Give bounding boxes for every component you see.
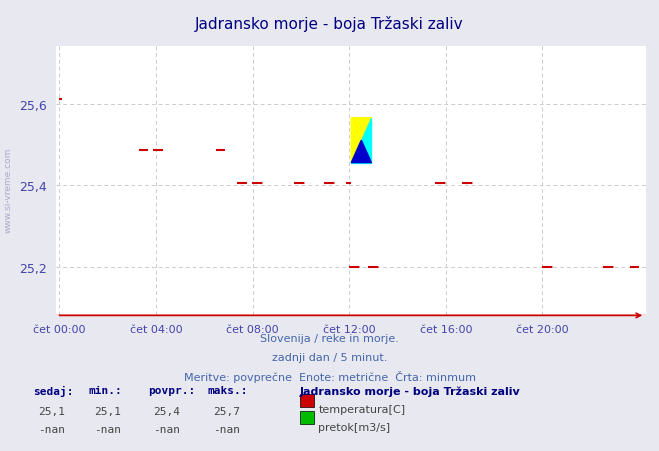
Text: 25,4: 25,4 [154,406,181,416]
Polygon shape [351,119,372,163]
Text: zadnji dan / 5 minut.: zadnji dan / 5 minut. [272,352,387,362]
Text: 25,1: 25,1 [38,406,65,416]
Polygon shape [351,141,372,163]
Text: Jadransko morje - boja Tržaski zaliv: Jadransko morje - boja Tržaski zaliv [300,386,521,396]
Text: maks.:: maks.: [208,386,248,396]
Text: pretok[m3/s]: pretok[m3/s] [318,422,390,432]
Text: -nan: -nan [154,424,181,434]
Polygon shape [351,119,372,163]
Text: 25,1: 25,1 [94,406,121,416]
Text: -nan: -nan [213,424,240,434]
Text: -nan: -nan [94,424,121,434]
Text: Jadransko morje - boja Tržaski zaliv: Jadransko morje - boja Tržaski zaliv [195,16,464,32]
Text: -nan: -nan [38,424,65,434]
Text: 25,7: 25,7 [213,406,240,416]
Text: Slovenija / reke in morje.: Slovenija / reke in morje. [260,334,399,344]
Text: min.:: min.: [89,386,123,396]
Text: www.si-vreme.com: www.si-vreme.com [4,147,13,232]
Text: povpr.:: povpr.: [148,386,196,396]
Text: temperatura[C]: temperatura[C] [318,405,405,414]
Text: sedaj:: sedaj: [33,386,73,396]
Text: Meritve: povprečne  Enote: metrične  Črta: minmum: Meritve: povprečne Enote: metrične Črta:… [183,370,476,382]
